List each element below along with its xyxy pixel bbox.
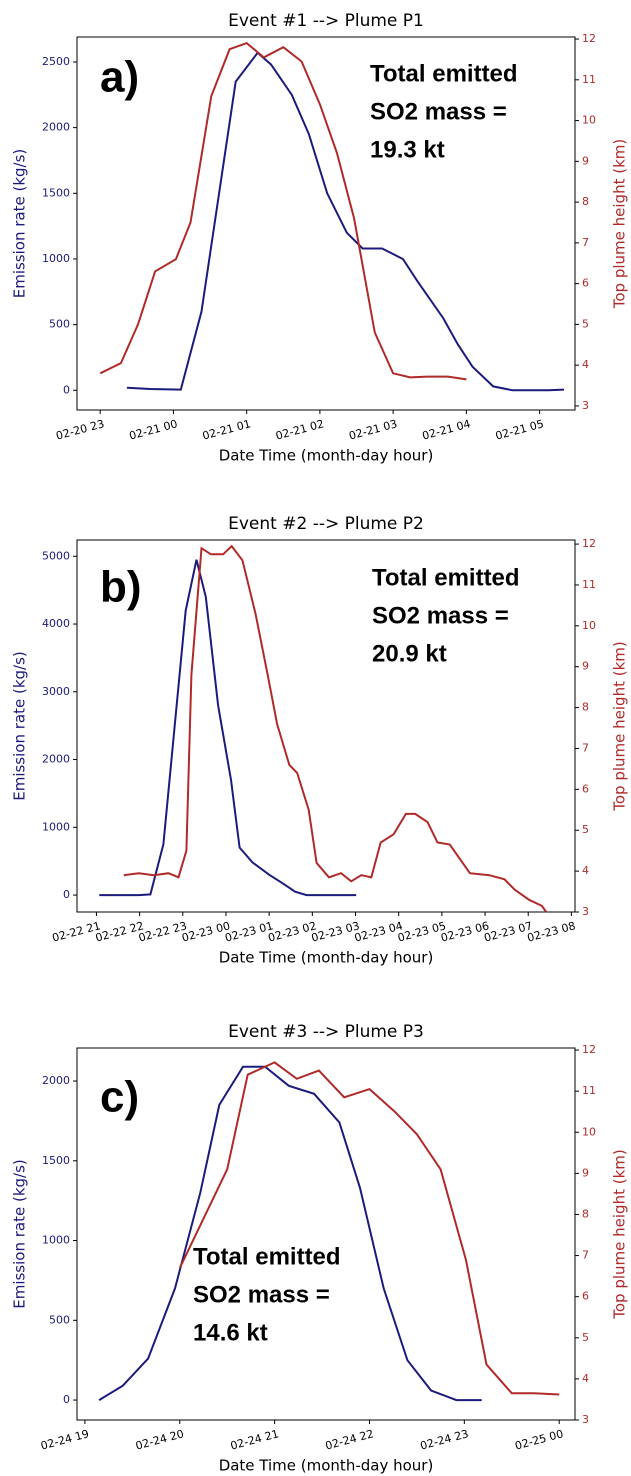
y2-tick-label: 12 xyxy=(582,1043,596,1056)
x-tick-label: 02-24 22 xyxy=(324,1427,375,1452)
y-tick-label: 2000 xyxy=(42,1074,70,1087)
subplot: Event #2 --> Plume P2 Date Time (month-da… xyxy=(11,514,629,967)
y2-tick-label: 5 xyxy=(582,1331,589,1344)
x-tick-label: 02-24 20 xyxy=(134,1427,185,1452)
panel-label: a) xyxy=(100,53,139,102)
chart-title: Event #1 --> Plume P1 xyxy=(228,11,424,31)
annotation: 19.3 kt xyxy=(370,136,445,163)
annotation: SO2 mass = xyxy=(193,1281,330,1308)
y2-tick-label: 11 xyxy=(582,73,596,86)
y2-tick-label: 8 xyxy=(582,195,589,208)
y2-tick-label: 6 xyxy=(582,277,589,290)
y-tick-label: 0 xyxy=(63,888,70,901)
x-axis-label: Date Time (month-day hour) xyxy=(219,949,434,967)
y-tick-label: 3000 xyxy=(42,685,70,698)
y-tick-label: 2500 xyxy=(42,55,70,68)
y2-tick-label: 6 xyxy=(582,1290,589,1303)
annotation: 20.9 kt xyxy=(372,640,447,667)
annotation: SO2 mass = xyxy=(370,98,507,125)
y2-tick-label: 5 xyxy=(582,317,589,330)
y2-tick-label: 10 xyxy=(582,619,596,632)
data-line xyxy=(99,41,467,381)
y2-tick-label: 8 xyxy=(582,1207,589,1220)
y2-tick-label: 5 xyxy=(582,823,589,836)
panel-label: b) xyxy=(100,563,142,612)
x-tick-label: 02-20 23 xyxy=(55,417,106,442)
y2-axis-label: Top plume height (km) xyxy=(611,139,629,309)
y2-tick-label: 7 xyxy=(582,741,589,754)
x-tick-label: 02-21 02 xyxy=(274,417,325,442)
y-tick-label: 500 xyxy=(49,318,70,331)
y2-tick-label: 9 xyxy=(582,1166,589,1179)
y-axis-label: Emission rate (kg/s) xyxy=(11,149,29,299)
data-line xyxy=(123,544,548,913)
y2-tick-label: 10 xyxy=(582,1125,596,1138)
data-line xyxy=(126,51,565,392)
y-tick-label: 1000 xyxy=(42,1234,70,1247)
y-axis-label: Emission rate (kg/s) xyxy=(11,651,29,801)
y-tick-label: 1000 xyxy=(42,820,70,833)
plot-frame xyxy=(76,36,576,411)
y2-tick-label: 3 xyxy=(582,399,589,412)
x-tick-label: 02-21 03 xyxy=(348,417,399,442)
y2-tick-label: 9 xyxy=(582,660,589,673)
y2-tick-label: 7 xyxy=(582,236,589,249)
panel-label: c) xyxy=(100,1073,139,1122)
x-tick-label: 02-25 00 xyxy=(514,1427,565,1452)
annotation: Total emitted xyxy=(372,564,520,591)
y2-tick-label: 3 xyxy=(582,905,589,918)
y-tick-label: 1500 xyxy=(42,186,70,199)
y2-tick-label: 11 xyxy=(582,1084,596,1097)
y-tick-label: 500 xyxy=(49,1313,70,1326)
x-tick-label: 02-24 23 xyxy=(419,1427,470,1452)
data-line xyxy=(178,1061,560,1396)
y2-tick-label: 10 xyxy=(582,114,596,127)
x-tick-label: 02-21 05 xyxy=(494,417,545,442)
y-tick-label: 1000 xyxy=(42,252,70,265)
y2-tick-label: 12 xyxy=(582,32,596,45)
y2-tick-label: 9 xyxy=(582,154,589,167)
annotation: Total emitted xyxy=(370,60,518,87)
y2-tick-label: 11 xyxy=(582,578,596,591)
y2-tick-label: 12 xyxy=(582,537,596,550)
y2-tick-label: 7 xyxy=(582,1249,589,1262)
y-tick-label: 0 xyxy=(63,1393,70,1406)
x-tick-label: 02-21 01 xyxy=(201,417,252,442)
plot-frame xyxy=(76,539,576,913)
y2-tick-label: 3 xyxy=(582,1413,589,1426)
y-tick-label: 0 xyxy=(63,383,70,396)
subplot: Event #3 --> Plume P3 Date Time (month-da… xyxy=(11,1022,629,1475)
y-tick-label: 4000 xyxy=(42,617,70,630)
x-tick-label: 02-21 00 xyxy=(128,417,179,442)
y-tick-label: 2000 xyxy=(42,753,70,766)
y-tick-label: 5000 xyxy=(42,549,70,562)
y2-tick-label: 4 xyxy=(582,864,589,877)
x-tick-label: 02-21 04 xyxy=(421,417,472,442)
y2-tick-label: 4 xyxy=(582,358,589,371)
chart-title: Event #2 --> Plume P2 xyxy=(228,514,424,534)
plot-frame xyxy=(76,1047,576,1421)
subplot: Event #1 --> Plume P1 Date Time (month-da… xyxy=(11,11,629,465)
x-tick-label: 02-24 19 xyxy=(39,1427,90,1452)
x-axis-label: Date Time (month-day hour) xyxy=(219,1457,434,1475)
annotation: SO2 mass = xyxy=(372,602,509,629)
y-axis-label: Emission rate (kg/s) xyxy=(11,1159,29,1309)
y2-tick-label: 4 xyxy=(582,1372,589,1385)
y-tick-label: 2000 xyxy=(42,121,70,134)
x-tick-label: 02-24 21 xyxy=(229,1427,280,1452)
y2-tick-label: 8 xyxy=(582,701,589,714)
annotation: Total emitted xyxy=(193,1243,341,1270)
y2-tick-label: 6 xyxy=(582,782,589,795)
data-line xyxy=(99,559,357,897)
annotation: 14.6 kt xyxy=(193,1319,268,1346)
x-tick-label: 02-23 08 xyxy=(526,919,577,944)
y2-axis-label: Top plume height (km) xyxy=(611,1149,629,1319)
x-axis-label: Date Time (month-day hour) xyxy=(219,447,434,465)
y-tick-label: 1500 xyxy=(42,1154,70,1167)
data-line xyxy=(98,1065,482,1402)
chart-title: Event #3 --> Plume P3 xyxy=(228,1022,424,1042)
y2-axis-label: Top plume height (km) xyxy=(611,641,629,811)
